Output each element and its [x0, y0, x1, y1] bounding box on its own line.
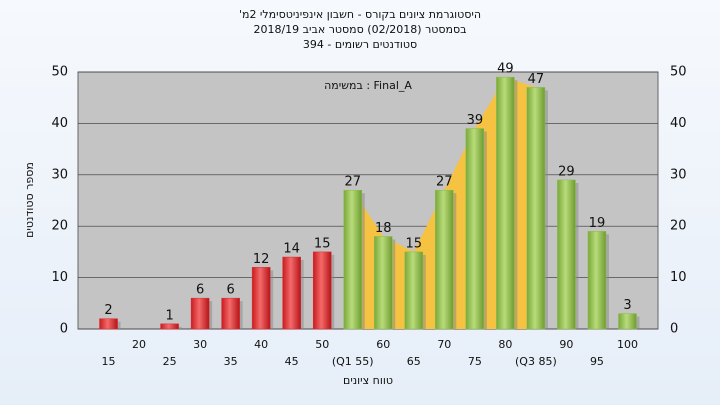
value-label: 18	[375, 221, 392, 236]
chart-subtitle: בסמסטר (02/2018) סמסטר אביב 2018/19	[253, 23, 466, 36]
x-tick-label: 15	[102, 355, 116, 368]
chart-title: היסטוגרמת ציונים בקורס - חשבון אינפיניטס…	[239, 8, 481, 21]
y-tick-label: 0	[670, 322, 678, 337]
value-label: 29	[558, 164, 575, 179]
x-tick-label: 70	[437, 338, 451, 351]
x-tick-label: 40	[254, 338, 268, 351]
x-tick-label: 25	[163, 355, 177, 368]
value-label: 15	[406, 236, 423, 251]
bar	[496, 76, 515, 330]
value-label: 6	[226, 283, 234, 298]
y-tick-label: 10	[51, 270, 68, 285]
y-tick-label: 50	[51, 65, 68, 80]
bar	[160, 323, 179, 330]
x-tick-label: 80	[498, 338, 512, 351]
y-tick-label: 30	[51, 167, 68, 182]
annotation: במשימה : Final_A	[324, 79, 412, 92]
value-label: 14	[283, 242, 300, 257]
x-tick-label: 75	[468, 355, 482, 368]
bar	[282, 256, 301, 330]
bar	[312, 251, 332, 330]
value-label: 19	[589, 216, 606, 231]
bar	[435, 189, 454, 330]
value-label: 47	[528, 72, 545, 87]
x-tick-label: 30	[193, 338, 207, 351]
y-axis-label: מספר סטודנטים	[23, 162, 36, 238]
bar	[526, 87, 546, 330]
bar	[221, 297, 240, 330]
x-tick-label: 90	[559, 338, 573, 351]
bar	[465, 128, 485, 330]
bar	[618, 313, 637, 330]
x-tick-label: 60	[376, 338, 390, 351]
x-tick-label: 65	[407, 355, 421, 368]
value-label: 2	[104, 303, 112, 318]
x-tick-label: 35	[224, 355, 238, 368]
value-label: 1	[165, 308, 173, 323]
bar	[587, 231, 607, 330]
value-label: 15	[314, 236, 331, 251]
value-label: 3	[623, 298, 631, 313]
y-tick-label: 10	[670, 270, 687, 285]
value-label: 27	[436, 175, 453, 190]
x-tick-label: (Q3 85)	[515, 355, 557, 368]
value-label: 6	[196, 283, 204, 298]
y-tick-label: 50	[670, 65, 687, 80]
y-tick-label: 0	[60, 322, 68, 337]
bar	[251, 267, 271, 330]
x-tick-label: (Q1 55)	[332, 355, 374, 368]
x-axis-label: טווח ציונים	[343, 374, 393, 387]
value-label: 49	[497, 62, 514, 77]
bar	[99, 318, 118, 330]
bar	[404, 251, 424, 330]
y-tick-label: 20	[670, 219, 687, 234]
x-tick-label: 95	[590, 355, 604, 368]
y-tick-label: 40	[51, 116, 68, 131]
value-label: 27	[344, 175, 361, 190]
bar	[190, 297, 210, 330]
chart-subtitle: סטודנטים רשומים - 394	[303, 38, 417, 51]
value-label: 39	[467, 113, 484, 128]
x-tick-label: 45	[285, 355, 299, 368]
bar	[557, 179, 576, 330]
x-tick-label: 20	[132, 338, 146, 351]
x-tick-label: 100	[617, 338, 638, 351]
y-tick-label: 40	[670, 116, 687, 131]
bar	[374, 236, 393, 330]
bar	[343, 189, 362, 330]
value-label: 12	[253, 252, 270, 267]
y-tick-label: 30	[670, 167, 687, 182]
y-tick-label: 20	[51, 219, 68, 234]
x-tick-label: 50	[315, 338, 329, 351]
